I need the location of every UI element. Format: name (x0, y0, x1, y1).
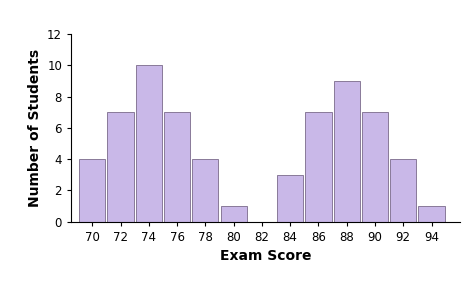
Bar (390, 159, 416, 222)
Bar (419, 206, 445, 222)
Bar (277, 175, 303, 222)
Bar (108, 112, 134, 222)
Bar (136, 65, 162, 222)
Bar (362, 112, 388, 222)
Bar (220, 206, 246, 222)
X-axis label: Exam Score: Exam Score (219, 249, 311, 263)
Bar (164, 112, 190, 222)
Y-axis label: Number of Students: Number of Students (27, 49, 42, 207)
Bar (334, 81, 360, 222)
Bar (305, 112, 331, 222)
Bar (79, 159, 105, 222)
Bar (192, 159, 219, 222)
